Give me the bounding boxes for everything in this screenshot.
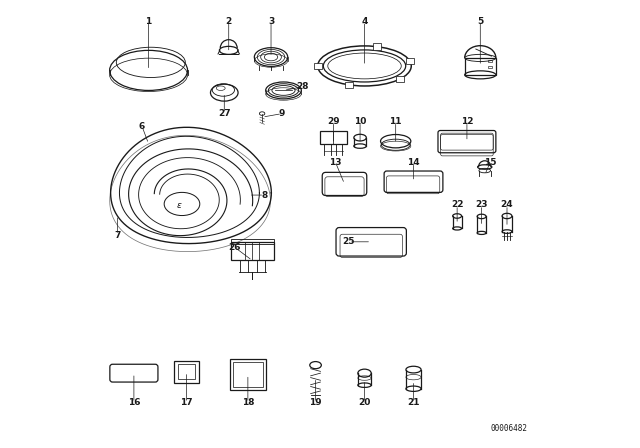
Text: 29: 29 (327, 117, 340, 126)
Bar (231, 242, 274, 260)
Bar (320, 130, 347, 144)
Bar (344, 82, 353, 88)
Bar (233, 362, 263, 387)
Text: 22: 22 (451, 200, 463, 209)
Text: 18: 18 (242, 398, 254, 408)
Bar (465, 58, 496, 75)
Bar (488, 60, 492, 62)
Text: 25: 25 (342, 237, 355, 246)
Bar (177, 364, 195, 379)
Bar (406, 58, 413, 64)
Bar (488, 65, 492, 68)
Text: 10: 10 (354, 117, 366, 126)
Text: 6: 6 (139, 121, 145, 130)
Text: 26: 26 (228, 243, 241, 252)
Text: 4: 4 (362, 17, 368, 26)
Text: 27: 27 (218, 109, 230, 118)
Text: 19: 19 (309, 398, 322, 408)
Text: 7: 7 (114, 231, 120, 240)
Text: 3: 3 (268, 17, 274, 26)
Text: 16: 16 (127, 398, 140, 408)
Bar (314, 63, 322, 69)
Text: 8: 8 (261, 190, 268, 199)
Text: 11: 11 (389, 117, 402, 126)
Bar (230, 359, 266, 390)
Text: 21: 21 (407, 398, 420, 408)
Text: 23: 23 (476, 200, 488, 209)
Text: 20: 20 (358, 398, 371, 408)
Text: 28: 28 (296, 82, 308, 91)
Text: 00006482: 00006482 (490, 424, 527, 433)
Bar (396, 76, 404, 82)
Bar (231, 239, 274, 245)
Bar (174, 361, 199, 383)
Text: 12: 12 (461, 117, 473, 126)
Text: 5: 5 (477, 17, 483, 26)
Text: 9: 9 (279, 109, 285, 118)
Text: $\varepsilon$: $\varepsilon$ (175, 201, 182, 210)
Text: 1: 1 (145, 17, 152, 26)
Text: 13: 13 (330, 158, 342, 167)
Text: 15: 15 (484, 158, 497, 167)
Text: 2: 2 (226, 17, 232, 26)
Bar (372, 43, 381, 50)
Text: 14: 14 (407, 158, 420, 167)
Text: 17: 17 (180, 398, 193, 408)
Text: 24: 24 (500, 200, 513, 209)
